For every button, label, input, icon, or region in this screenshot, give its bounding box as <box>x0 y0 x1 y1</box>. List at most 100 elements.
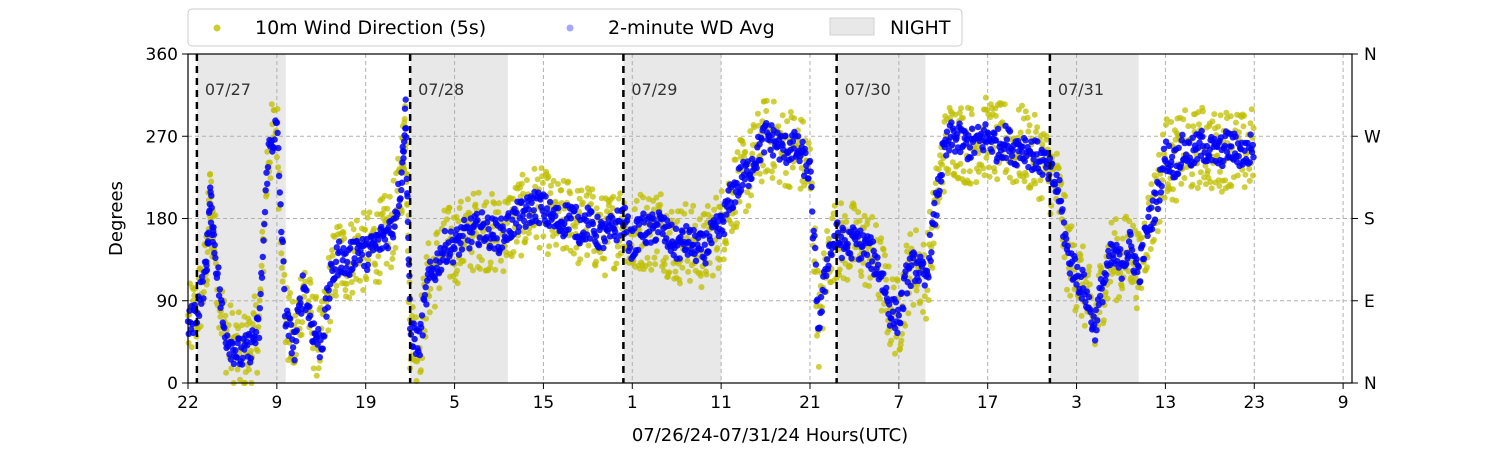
wd-avg-point <box>715 232 723 240</box>
wd-avg-point <box>927 257 934 265</box>
wd-avg-point <box>394 211 401 218</box>
wind-direction-point <box>510 249 517 255</box>
wind-direction-point <box>1003 167 1010 173</box>
wd-avg-point <box>221 324 228 332</box>
wind-direction-point <box>994 176 1001 183</box>
wd-avg-point <box>692 257 700 264</box>
wd-avg-point <box>299 272 306 279</box>
wind-direction-point <box>520 228 527 235</box>
wd-avg-point <box>760 149 768 156</box>
wind-direction-point <box>776 179 783 186</box>
wd-avg-point <box>895 312 902 319</box>
wind-direction-point <box>861 212 868 219</box>
wind-direction-point <box>1232 119 1239 126</box>
wind-direction-point <box>1086 263 1093 270</box>
wd-avg-point <box>567 215 574 222</box>
wind-direction-point <box>898 337 905 344</box>
wd-avg-point <box>247 355 255 362</box>
wind-direction-point <box>696 216 703 223</box>
wd-avg-point <box>672 225 680 232</box>
wd-avg-point <box>807 168 814 175</box>
wd-avg-point <box>600 244 607 252</box>
wind-direction-point <box>539 180 546 186</box>
wind-direction-point <box>384 205 391 212</box>
wind-direction-point <box>687 277 693 284</box>
wd-avg-point <box>1139 241 1146 249</box>
day-marker-label-4: 07/31 <box>1058 80 1104 99</box>
wd-avg-point <box>624 213 631 220</box>
wind-direction-point <box>826 235 832 242</box>
wind-direction-point <box>365 257 372 264</box>
legend-label-0: 10m Wind Direction (5s) <box>255 17 486 39</box>
y-tick-label-0: 0 <box>167 374 178 394</box>
wind-direction-point <box>878 235 885 242</box>
wd-avg-point <box>954 130 961 137</box>
wd-avg-point <box>794 133 802 140</box>
wd-avg-point <box>421 291 429 299</box>
wd-avg-point <box>1034 138 1041 145</box>
wind-direction-point <box>982 94 989 101</box>
wd-avg-point <box>894 329 901 336</box>
wd-avg-point <box>274 129 281 137</box>
wd-avg-point <box>232 347 239 354</box>
wd-avg-point <box>364 266 371 274</box>
wind-direction-point <box>749 150 756 157</box>
wd-avg-point <box>565 226 572 233</box>
wd-avg-point <box>288 350 295 357</box>
right-tick-label-1: E <box>1364 292 1375 312</box>
wd-avg-point <box>292 338 300 345</box>
wind-direction-point <box>544 251 551 258</box>
wind-direction-point <box>470 267 476 274</box>
wd-avg-point <box>432 276 439 284</box>
wind-direction-point <box>1189 181 1196 188</box>
wd-avg-point <box>708 239 715 247</box>
wind-direction-point <box>454 280 461 287</box>
wd-avg-point <box>768 122 775 129</box>
wd-avg-point <box>1022 137 1029 144</box>
wd-avg-point <box>343 264 350 272</box>
wind-direction-point <box>682 201 689 208</box>
wind-direction-point <box>892 350 898 357</box>
wind-direction-point <box>366 209 373 216</box>
wd-avg-point <box>459 232 466 240</box>
wind-direction-point <box>381 192 388 199</box>
wind-direction-point <box>1189 171 1196 178</box>
wd-avg-point <box>1135 263 1142 271</box>
wd-avg-point <box>287 321 295 328</box>
wd-avg-point <box>287 315 294 322</box>
wd-avg-point <box>1228 143 1235 150</box>
legend-marker-0 <box>213 24 221 32</box>
wind-direction-point <box>968 111 975 118</box>
wd-avg-point <box>303 287 310 294</box>
wind-direction-point <box>698 284 705 291</box>
wd-avg-point <box>406 325 414 333</box>
wind-direction-point <box>577 256 584 263</box>
wd-avg-point <box>257 290 264 298</box>
wind-direction-point <box>460 258 467 264</box>
wd-avg-point <box>498 215 505 222</box>
wind-direction-point <box>287 290 294 296</box>
wind-direction-point <box>525 230 532 237</box>
wind-direction-point <box>259 228 266 235</box>
wind-direction-point <box>388 264 395 271</box>
wind-direction-point <box>1085 268 1092 275</box>
wd-avg-point <box>319 345 326 352</box>
wind-direction-point <box>1019 102 1025 109</box>
wind-direction-point <box>436 285 443 292</box>
wind-direction-point <box>348 279 355 286</box>
wd-avg-point <box>1054 187 1062 194</box>
wd-avg-point <box>1140 255 1148 263</box>
wd-avg-point <box>1160 145 1168 152</box>
right-axis-ticks: N E S W N <box>1352 45 1381 394</box>
wd-avg-point <box>1133 255 1140 263</box>
wd-avg-point <box>210 231 218 238</box>
x-tick-label-4: 15 <box>533 393 555 413</box>
wd-avg-point <box>1157 189 1165 196</box>
wind-direction-point <box>362 226 369 233</box>
wind-direction-point <box>454 267 461 274</box>
wind-direction-point <box>563 244 570 251</box>
wd-avg-point <box>384 245 392 252</box>
wind-direction-point <box>782 170 789 176</box>
wind-direction-point <box>685 268 692 275</box>
